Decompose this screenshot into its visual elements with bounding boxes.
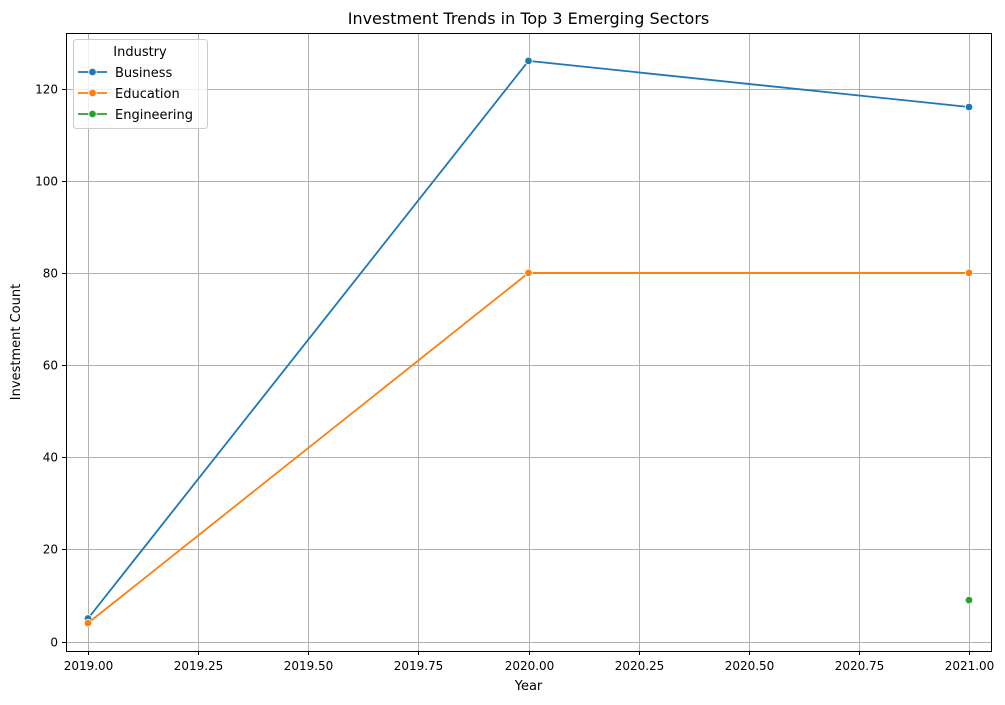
series-lines: [83, 56, 974, 628]
x-tick-label: 2021.00: [945, 659, 995, 673]
x-tick-label: 2019.25: [174, 659, 224, 673]
x-tick-label: 2019.50: [284, 659, 334, 673]
x-tick-label: 2020.50: [725, 659, 775, 673]
legend-label-business: Business: [115, 66, 173, 81]
x-tick-label: 2019.00: [64, 659, 114, 673]
y-tick-label: 40: [43, 451, 58, 465]
data-point-engineering: [964, 595, 974, 605]
legend-marker-business: [88, 67, 97, 77]
legend-label-education: Education: [115, 87, 180, 102]
legend-items: Business Education Engineering: [78, 66, 193, 123]
legend-marker-engineering: [88, 109, 97, 119]
data-point-business: [524, 56, 533, 66]
data-point-education: [964, 268, 974, 278]
legend-box: [73, 39, 208, 129]
legend-label-engineering: Engineering: [115, 108, 193, 123]
x-tick-label: 2020.25: [615, 659, 665, 673]
y-tick-label: 20: [43, 543, 58, 557]
y-tick-label: 120: [35, 83, 58, 97]
y-tick-label: 100: [35, 175, 58, 189]
data-point-education: [524, 268, 533, 278]
chart-title: Investment Trends in Top 3 Emerging Sect…: [348, 9, 710, 28]
legend: Industry Business Education Engineering: [73, 39, 208, 129]
y-axis-label: Investment Count: [9, 284, 24, 400]
x-axis-label: Year: [514, 679, 543, 694]
legend-title: Industry: [113, 45, 167, 60]
legend-marker-education: [88, 88, 97, 98]
data-point-business: [964, 102, 974, 112]
x-tick-label: 2020.00: [505, 659, 555, 673]
x-tick-label: 2020.75: [835, 659, 885, 673]
x-tick-label: 2019.75: [394, 659, 444, 673]
y-tick-label: 0: [50, 636, 58, 650]
y-tick-label: 60: [43, 359, 58, 373]
axis-ticks: 2019.00 2019.25 2019.50 2019.75 2020.00 2020.…: [35, 83, 994, 674]
data-point-education: [83, 618, 93, 628]
y-tick-label: 80: [43, 267, 58, 281]
